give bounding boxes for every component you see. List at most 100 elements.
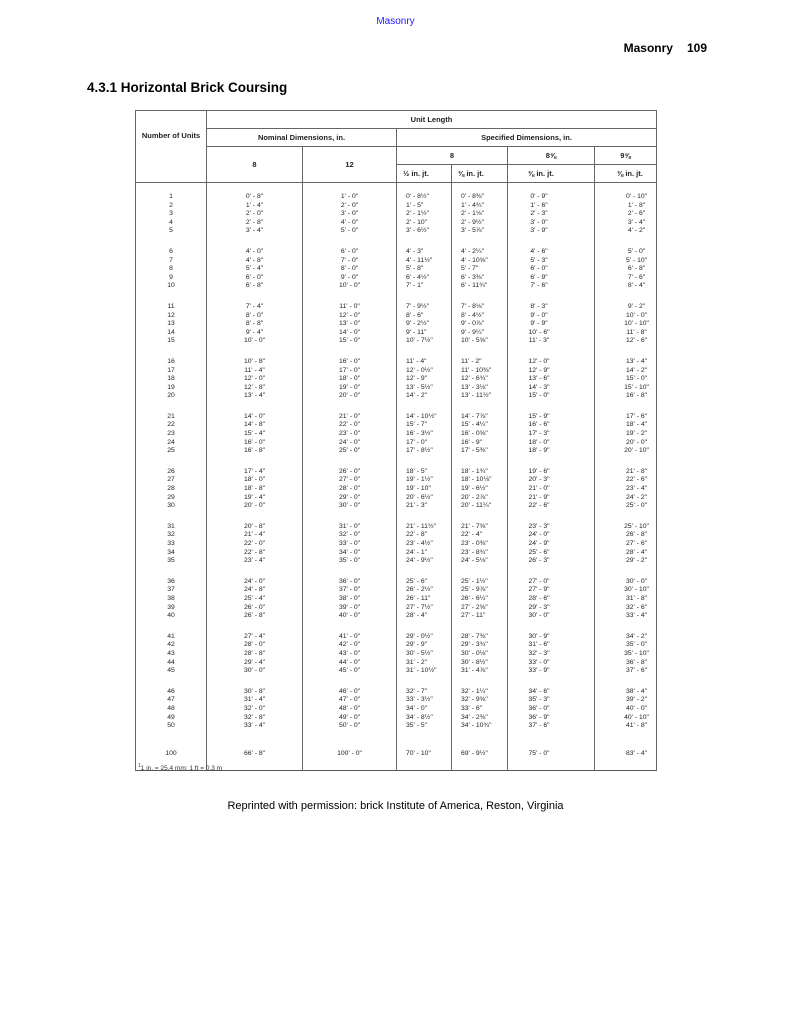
- table-cell: 30' - 5½": [396, 649, 452, 659]
- table-cell: 21' - 0": [507, 485, 595, 494]
- table-cell: 30' - 0": [507, 612, 595, 621]
- table-cell: 4' - 0": [302, 218, 397, 228]
- table-cell: 4' - 3": [396, 247, 452, 257]
- table-cell: 30' - 0⅛": [451, 649, 508, 659]
- table-row: 13 8' - 8" 13' - 0" 9' - 2½" 9' - 0⅞" 9' - 9"…: [135, 320, 658, 329]
- table-cell: 33' - 6": [451, 704, 508, 714]
- table-row: 3 2' - 0" 3' - 0" 2' - 1½" 2' - 1⅛" 2' - 3" 2'…: [135, 210, 658, 219]
- table-cell: 18' - 10⅛": [451, 476, 508, 486]
- table-cell: 40' - 10": [593, 713, 658, 723]
- table-cell: 18' - 0": [302, 375, 397, 384]
- table-cell: 23' - 0⅜": [451, 540, 508, 549]
- table-cell: 13' - 11½": [451, 392, 508, 401]
- table-cell: 9' - 2½": [396, 320, 452, 329]
- table-cell: 2' - 0": [206, 210, 303, 219]
- table-cell: 40' - 0": [302, 612, 397, 621]
- table-cell: 20' - 0": [302, 392, 397, 401]
- table-cell: 11' - 10⅜": [451, 366, 508, 376]
- table-cell: 50' - 0": [302, 722, 397, 731]
- table-cell: 20' - 3": [507, 476, 595, 486]
- table-cell: 32' - 8": [206, 713, 303, 723]
- table-cell: 3' - 0": [302, 210, 397, 219]
- table-cell: 30' - 0": [206, 667, 303, 676]
- table-cell: 25' - 9⅞": [451, 586, 508, 595]
- row-spacer: [135, 345, 658, 358]
- table-cell: 32' - 0": [206, 704, 303, 714]
- table-cell: 12' - 0": [302, 311, 397, 321]
- row-spacer: [135, 675, 658, 688]
- table-cell: 8' - 8": [206, 320, 303, 329]
- table-cell: 23' - 4½": [396, 540, 452, 549]
- table-cell: 33' - 9": [507, 667, 595, 676]
- table-cell: 8' - 6": [396, 311, 452, 321]
- table-cell: 13' - 4": [206, 392, 303, 401]
- table-cell: 24' - 0": [302, 438, 397, 448]
- table-cell: 7: [135, 256, 207, 266]
- table-cell: 22: [135, 421, 207, 431]
- table-cell: 47' - 0": [302, 696, 397, 705]
- table-cell: 0' - 8⅜": [451, 193, 508, 202]
- table-row: 16 10' - 8" 16' - 0" 11' - 4" 11' - 2" 12' - …: [135, 357, 658, 367]
- table-cell: 37' - 0": [302, 586, 397, 595]
- header-nominal: Nominal Dimensions, in.: [206, 128, 397, 147]
- table-cell: 22' - 8": [206, 548, 303, 558]
- table-cell: 36' - 0": [302, 577, 397, 587]
- table-cell: 28' - 6": [507, 594, 595, 604]
- table-cell: 11' - 4": [396, 357, 452, 367]
- table-cell: 8' - 4½": [451, 311, 508, 321]
- table-cell: 23' - 4": [206, 557, 303, 566]
- table-cell: 25' - 0": [593, 502, 658, 511]
- table-cell: 12' - 0½": [396, 366, 452, 376]
- table-row: 17 11' - 4" 17' - 0" 12' - 0½" 11' - 10⅜" 12'…: [135, 366, 658, 376]
- table-cell: 17' - 3": [507, 430, 595, 439]
- table-row: 42 28' - 0" 42' - 0" 29' - 9" 29' - 3¾" 31' -…: [135, 641, 658, 650]
- table-cell: 21' - 11½": [396, 522, 452, 532]
- table-cell: 9' - 0⅞": [451, 320, 508, 329]
- table-cell: 31' - 6": [507, 641, 595, 650]
- table-cell: 25' - 0": [302, 447, 397, 456]
- table-row: 37 24' - 8" 37' - 0" 26' - 2½" 25' - 9⅞" 27' …: [135, 586, 658, 595]
- table-cell: 70' - 10": [396, 749, 452, 759]
- table-cell: 15' - 0": [593, 375, 658, 384]
- table-cell: 1' - 6": [507, 201, 595, 211]
- table-cell: 41' - 0": [302, 632, 397, 642]
- table-cell: 2' - 8": [206, 218, 303, 228]
- table-cell: 35' - 0": [302, 557, 397, 566]
- table-cell: 12' - 9": [396, 375, 452, 384]
- table-cell: 40' - 0": [593, 704, 658, 714]
- table-cell: 14' - 2": [396, 392, 452, 401]
- table-cell: 48: [135, 704, 207, 714]
- table-cell: 1' - 8": [593, 201, 658, 211]
- table-cell: 33' - 3½": [396, 696, 452, 705]
- table-cell: 1' - 5": [396, 201, 452, 211]
- table-cell: 24' - 8": [206, 586, 303, 595]
- table-cell: 33: [135, 540, 207, 549]
- table-cell: 13' - 5½": [396, 383, 452, 393]
- table-cell: 13' - 0": [302, 320, 397, 329]
- table-cell: 11' - 2": [451, 357, 508, 367]
- table-cell: 18' - 0": [507, 438, 595, 448]
- table-cell: 15' - 9": [507, 412, 595, 422]
- table-row: 38 25' - 4" 38' - 0" 26' - 11" 26' - 6¼" 28' …: [135, 594, 658, 604]
- table-cell: 18' - 4": [593, 421, 658, 431]
- table-cell: 17' - 6": [593, 412, 658, 422]
- table-cell: 43' - 0": [302, 649, 397, 659]
- table-cell: 21' - 4": [206, 531, 303, 540]
- table-cell: 20: [135, 392, 207, 401]
- table-cell: 11' - 4": [206, 366, 303, 376]
- table-cell: 2' - 9½": [451, 218, 508, 228]
- table-cell: 49: [135, 713, 207, 723]
- table-cell: 30' - 0": [302, 502, 397, 511]
- table-cell: 18' - 9": [507, 447, 595, 456]
- table-cell: 16' - 3½": [396, 430, 452, 439]
- header-nominal-12: 12: [302, 146, 397, 183]
- table-row: 9 6' - 0" 9' - 0" 6' - 4½" 6' - 3⅜" 6' - 9" 7'…: [135, 273, 658, 283]
- table-cell: 7' - 6": [507, 282, 595, 291]
- table-cell: 3' - 9": [507, 227, 595, 236]
- table-cell: 23' - 4": [593, 485, 658, 494]
- table-cell: 27' - 4": [206, 632, 303, 642]
- table-row: 43 28' - 8" 43' - 0" 30' - 5½" 30' - 0⅛" 32' …: [135, 649, 658, 659]
- table-cell: 17: [135, 366, 207, 376]
- table-cell: 6' - 9": [507, 273, 595, 283]
- table-cell: 30' - 8": [206, 687, 303, 697]
